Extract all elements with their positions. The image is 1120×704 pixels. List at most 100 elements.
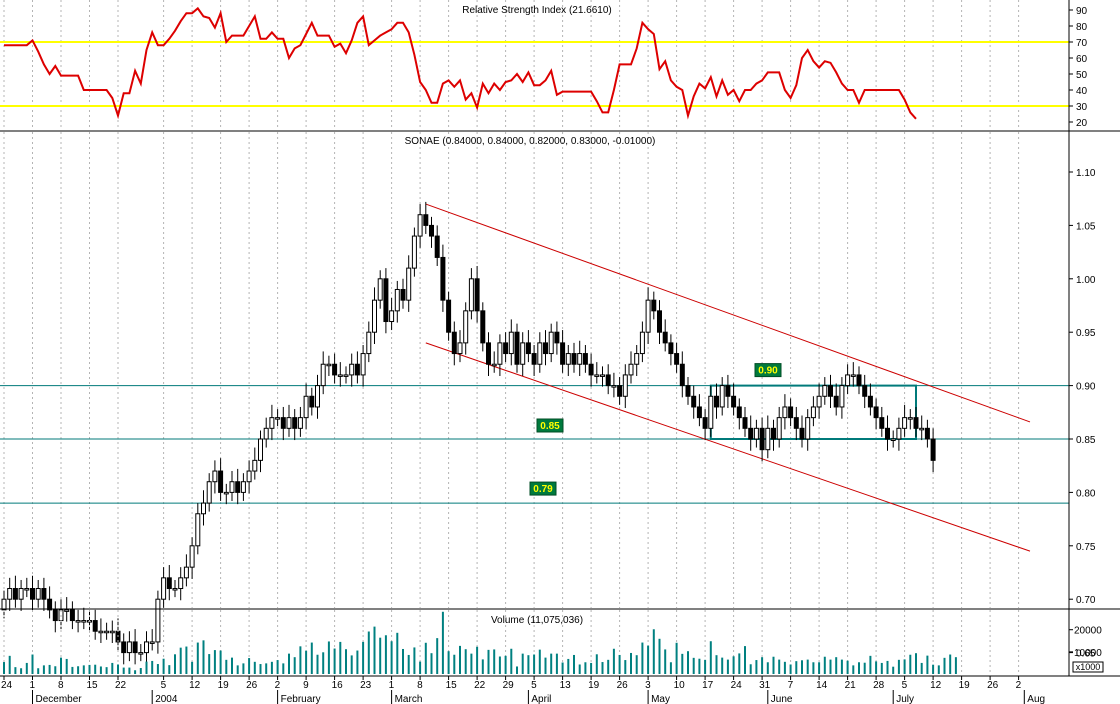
candle xyxy=(183,554,189,587)
candle xyxy=(685,377,691,405)
candle xyxy=(594,362,600,384)
candle xyxy=(913,406,919,437)
candle xyxy=(497,334,503,376)
level-label: 0.85 xyxy=(536,418,564,433)
time-tick-label: 14 xyxy=(816,680,828,691)
price-tick-label: 0.80 xyxy=(1076,488,1096,499)
level-label-box xyxy=(754,363,782,378)
candle-body xyxy=(201,502,206,515)
candle xyxy=(668,334,674,366)
candle-body xyxy=(588,363,594,376)
candle-body xyxy=(24,588,30,591)
rsi-line xyxy=(4,6,917,120)
candle-body xyxy=(662,331,668,344)
month-label: May xyxy=(651,694,670,704)
candle xyxy=(189,537,195,579)
candle xyxy=(788,398,794,427)
candle xyxy=(440,244,446,312)
candle-body xyxy=(297,417,303,429)
candle xyxy=(862,374,868,409)
candle xyxy=(782,394,788,430)
candle xyxy=(845,364,851,395)
candle xyxy=(514,323,520,373)
candle-body xyxy=(417,214,423,237)
rsi-tick-label: 50 xyxy=(1076,70,1088,81)
candle xyxy=(320,351,326,395)
time-tick-label: 24 xyxy=(1,680,13,691)
candle-body xyxy=(394,288,400,312)
candle xyxy=(292,409,298,441)
time-tick-label: 2 xyxy=(275,680,281,691)
candle-body xyxy=(634,353,640,365)
candle-body xyxy=(52,609,58,622)
candle-body xyxy=(873,406,879,419)
candle-body xyxy=(406,267,412,301)
candle xyxy=(924,419,930,448)
candle xyxy=(1,590,7,619)
candle-body xyxy=(104,630,110,634)
candle-body xyxy=(605,374,611,387)
time-tick-label: 31 xyxy=(759,680,771,691)
candle xyxy=(805,409,811,451)
candle-body xyxy=(622,374,628,397)
candle xyxy=(719,377,725,416)
candle-body xyxy=(497,342,503,365)
candle-body xyxy=(810,406,816,419)
candle xyxy=(839,377,845,419)
candle-body xyxy=(41,588,47,600)
candle-body xyxy=(782,406,788,419)
candle xyxy=(69,601,75,630)
candle xyxy=(816,383,822,419)
candle xyxy=(930,428,936,473)
candle-body xyxy=(360,353,366,376)
price-tick-label: 0.65 xyxy=(1076,649,1096,660)
candle xyxy=(451,321,457,366)
time-tick-label: 12 xyxy=(189,680,201,691)
candle-body xyxy=(178,577,184,590)
candle-body xyxy=(172,588,178,591)
candle-body xyxy=(383,278,389,323)
month-label: June xyxy=(771,694,793,704)
candle-body xyxy=(645,299,651,333)
candle-body xyxy=(372,299,377,333)
month-label: Aug xyxy=(1027,694,1045,704)
candle-body xyxy=(423,214,429,226)
candle xyxy=(696,394,702,427)
time-tick-label: 16 xyxy=(332,680,344,691)
candle xyxy=(30,575,35,611)
candle-body xyxy=(525,342,531,355)
candle-body xyxy=(674,353,680,365)
candle-body xyxy=(468,278,474,312)
time-tick-label: 19 xyxy=(218,680,230,691)
candle-body xyxy=(309,395,315,408)
time-tick-label: 29 xyxy=(503,680,515,691)
candle-body xyxy=(144,641,149,654)
candle-body xyxy=(731,395,737,408)
candle-body xyxy=(913,417,919,429)
candle xyxy=(571,342,577,373)
candle-body xyxy=(514,331,520,365)
candle-body xyxy=(303,395,309,419)
candle xyxy=(708,385,714,437)
candle-body xyxy=(691,395,697,408)
time-tick-label: 26 xyxy=(617,680,629,691)
candle xyxy=(531,345,537,376)
month-label: July xyxy=(896,694,914,704)
candle-body xyxy=(856,374,862,387)
candle xyxy=(759,417,765,462)
candle-body xyxy=(98,630,104,634)
candle xyxy=(600,366,605,387)
candle-body xyxy=(206,481,212,504)
candle-body xyxy=(263,427,269,440)
candle xyxy=(634,345,640,376)
time-tick-label: 5 xyxy=(161,680,167,691)
candle-body xyxy=(47,598,53,611)
candle xyxy=(582,345,588,373)
candle-body xyxy=(132,641,138,654)
price-tick-label: 1.05 xyxy=(1076,221,1096,232)
price-title: SONAE (0.84000, 0.84000, 0.82000, 0.8300… xyxy=(405,136,656,147)
candle-body xyxy=(520,342,526,365)
candle xyxy=(822,377,828,405)
candle-body xyxy=(571,353,577,365)
